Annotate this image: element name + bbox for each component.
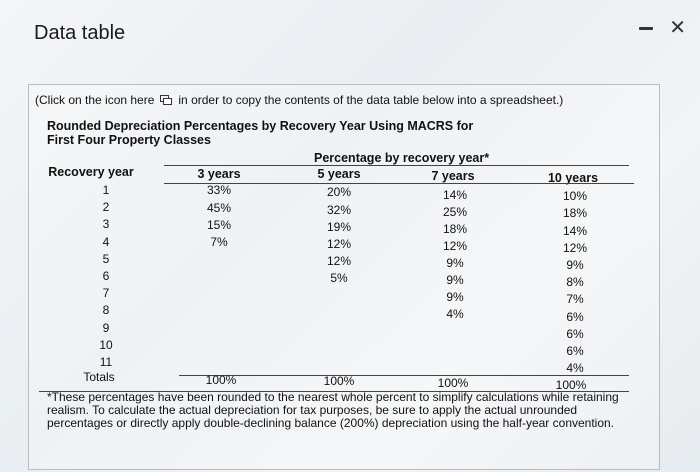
cell-10yr: 14% bbox=[562, 224, 588, 238]
totals-rule bbox=[179, 375, 629, 376]
cell-7yr: 9% bbox=[446, 273, 464, 287]
cell-10yr: 10% bbox=[562, 189, 588, 203]
cell-10yr: 8% bbox=[566, 275, 584, 289]
year-label: 6 bbox=[102, 269, 110, 283]
year-label: 2 bbox=[102, 200, 110, 214]
total-7yr: 100% bbox=[437, 376, 469, 390]
col-header-3-years: 3 years bbox=[197, 167, 241, 181]
cell-7yr: 12% bbox=[442, 239, 468, 253]
cell-5yr: 12% bbox=[326, 254, 352, 268]
cell-10yr: 4% bbox=[566, 361, 584, 375]
cell-3yr: 7% bbox=[210, 235, 228, 249]
cell-10yr: 12% bbox=[562, 241, 588, 255]
cell-3yr: 15% bbox=[206, 218, 232, 232]
year-label: 5 bbox=[102, 252, 110, 266]
cell-3yr: 33% bbox=[206, 183, 232, 197]
total-3yr: 100% bbox=[205, 373, 237, 387]
year-label: 11 bbox=[99, 355, 113, 369]
header-rule bbox=[164, 183, 634, 184]
cell-5yr: 20% bbox=[326, 185, 352, 199]
cell-10yr: 18% bbox=[562, 206, 588, 220]
copy-icon[interactable] bbox=[160, 95, 173, 105]
group-header: Percentage by recovery year* bbox=[314, 151, 490, 165]
data-table-panel: (Click on the icon here in order to copy… bbox=[28, 84, 660, 470]
window-title: Data table bbox=[34, 22, 126, 44]
close-icon[interactable]: ✕ bbox=[669, 17, 686, 39]
cell-10yr: 6% bbox=[566, 310, 584, 324]
copy-instructions: (Click on the icon here in order to copy… bbox=[35, 93, 563, 107]
cell-7yr: 4% bbox=[446, 307, 464, 321]
year-label: 10 bbox=[99, 338, 113, 352]
cell-7yr: 14% bbox=[442, 188, 468, 202]
col-header-10-years: 10 years bbox=[547, 171, 599, 185]
cell-5yr: 12% bbox=[326, 237, 352, 251]
cell-7yr: 25% bbox=[442, 205, 468, 219]
table-title: Rounded Depreciation Percentages by Reco… bbox=[47, 119, 474, 147]
year-label: 1 bbox=[102, 183, 110, 197]
cell-5yr: 5% bbox=[330, 271, 348, 285]
year-label: 8 bbox=[102, 303, 110, 317]
cell-7yr: 18% bbox=[442, 222, 468, 236]
cell-7yr: 9% bbox=[446, 290, 464, 304]
footnote-rule bbox=[39, 391, 629, 392]
cell-3yr: 45% bbox=[206, 201, 232, 215]
cell-5yr: 32% bbox=[326, 203, 352, 217]
col-header-5-years: 5 years bbox=[317, 167, 361, 181]
group-header-rule bbox=[164, 165, 629, 166]
instructions-after: in order to copy the contents of the dat… bbox=[178, 93, 564, 107]
cell-7yr: 9% bbox=[446, 256, 464, 270]
cell-10yr: 6% bbox=[566, 327, 584, 341]
recovery-year-header: Recovery year bbox=[48, 165, 134, 179]
footnote: *These percentages have been rounded to … bbox=[47, 390, 619, 430]
cell-10yr: 9% bbox=[566, 258, 584, 272]
year-label: 4 bbox=[102, 235, 110, 249]
year-label: 3 bbox=[102, 217, 110, 231]
cell-5yr: 19% bbox=[326, 220, 352, 234]
minimize-icon[interactable] bbox=[639, 26, 654, 30]
total-10yr: 100% bbox=[555, 378, 587, 392]
totals-label: Totals bbox=[83, 370, 115, 384]
year-label: 7 bbox=[102, 286, 110, 300]
col-header-7-years: 7 years bbox=[431, 169, 475, 183]
cell-10yr: 7% bbox=[566, 292, 584, 306]
instructions-before: (Click on the icon here bbox=[35, 93, 155, 107]
cell-10yr: 6% bbox=[566, 344, 584, 358]
window-controls: ✕ bbox=[639, 18, 686, 38]
year-label: 9 bbox=[102, 321, 110, 335]
total-5yr: 100% bbox=[323, 374, 355, 388]
